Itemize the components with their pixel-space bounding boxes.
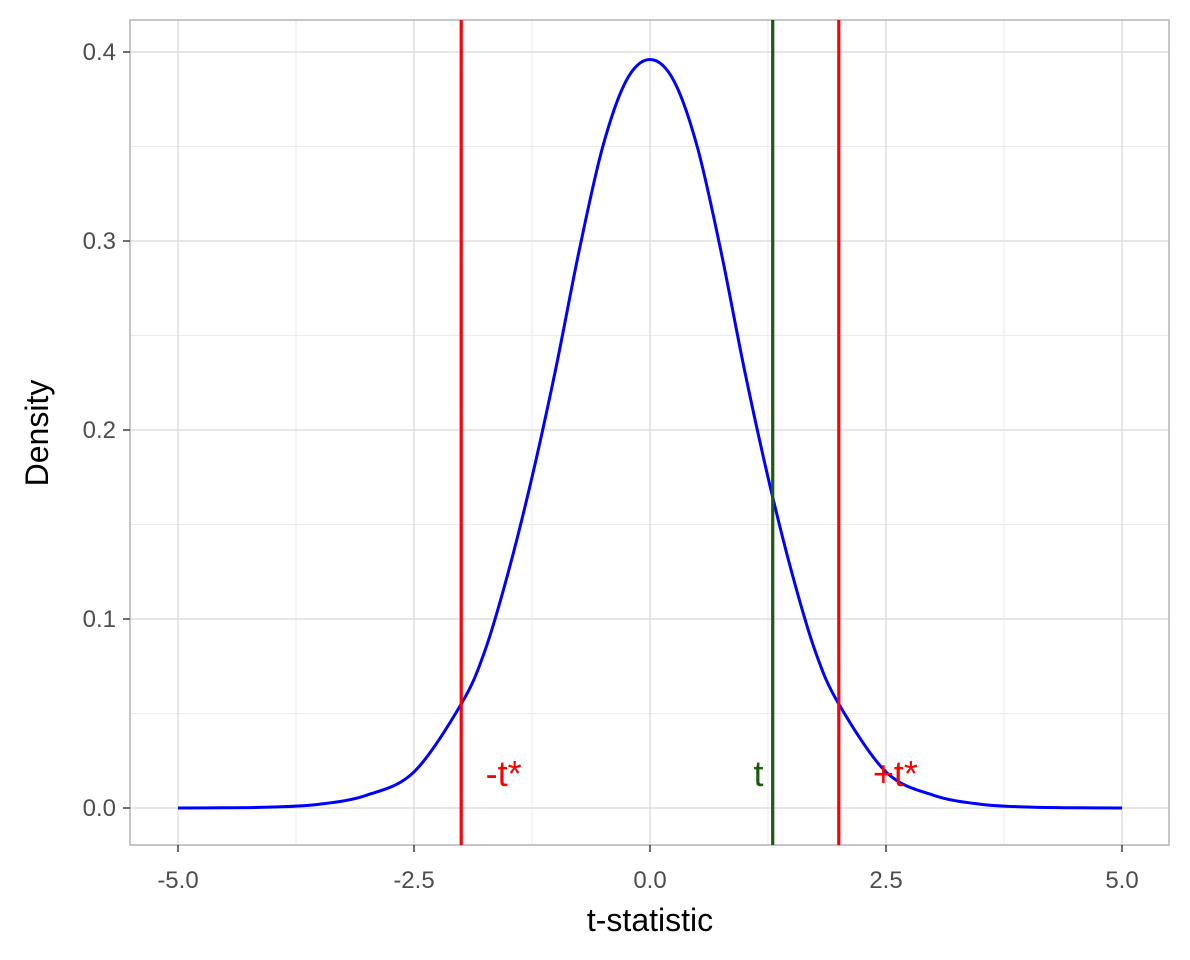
x-axis-ticks: -5.0 -2.5 0.0 2.5 5.0 — [157, 845, 1139, 894]
series-layer — [177, 58, 1123, 810]
x-tick-label: -5.0 — [157, 867, 198, 894]
annotation-layer: -t* t +t* — [486, 753, 918, 794]
y-tick-label: 0.3 — [83, 228, 116, 255]
x-tick-label: 5.0 — [1105, 867, 1138, 894]
vline-layer — [459, 20, 841, 845]
y-tick-label: 0.2 — [83, 417, 116, 444]
density-curve — [177, 58, 1123, 810]
x-tick-label: -2.5 — [393, 867, 434, 894]
x-tick-label: 0.0 — [633, 867, 666, 894]
annotation-label: +t* — [873, 753, 918, 794]
annotation-label: t — [754, 753, 764, 794]
y-tick-label: 0.4 — [83, 39, 116, 66]
x-tick-label: 2.5 — [869, 867, 902, 894]
y-axis-title: Density — [19, 380, 55, 487]
annotation-label: -t* — [486, 753, 522, 794]
x-axis-title: t-statistic — [587, 902, 713, 938]
major-grid — [130, 20, 1169, 845]
y-tick-label: 0.1 — [83, 606, 116, 633]
y-axis-ticks: 0.0 0.1 0.2 0.3 0.4 — [83, 39, 130, 822]
y-tick-label: 0.0 — [83, 795, 116, 822]
